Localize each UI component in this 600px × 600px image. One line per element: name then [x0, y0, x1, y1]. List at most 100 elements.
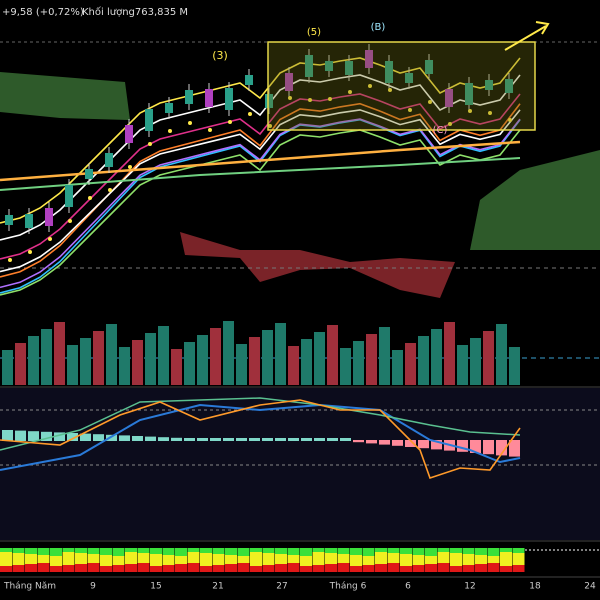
- heat-green: [75, 548, 87, 553]
- sar-dot: [48, 237, 52, 241]
- heat-yellow: [287, 555, 300, 563]
- sar-dot: [188, 121, 192, 125]
- sar-dot: [508, 118, 512, 122]
- volume-bar: [236, 344, 247, 385]
- wave-label: (3): [212, 49, 228, 62]
- sar-dot: [28, 250, 32, 254]
- heat-green: [312, 548, 325, 552]
- heat-green: [487, 548, 500, 556]
- x-label: 18: [529, 582, 541, 592]
- volume-bar: [301, 339, 312, 385]
- volume-bar: [457, 345, 468, 385]
- indicator-line: [0, 93, 521, 260]
- volume-bar: [275, 323, 286, 385]
- candle: [45, 208, 53, 226]
- candle: [25, 214, 33, 228]
- candle: [205, 89, 213, 107]
- trend-arrow: [504, 21, 550, 51]
- heat-green: [400, 548, 412, 554]
- sar-dot: [168, 129, 172, 133]
- heat-red: [400, 566, 412, 572]
- heat-green: [275, 548, 287, 554]
- heat-yellow: [325, 553, 337, 564]
- macd-bar: [366, 440, 377, 444]
- wave-label: (5): [307, 27, 321, 38]
- heat-red: [150, 566, 162, 572]
- heat-green: [12, 548, 25, 553]
- volume-bar: [327, 325, 338, 385]
- heat-yellow: [37, 555, 50, 563]
- sar-dot: [128, 165, 132, 169]
- heat-red: [512, 565, 525, 572]
- heat-red: [187, 563, 200, 572]
- heat-green: [187, 548, 200, 552]
- macd-bar: [288, 438, 299, 441]
- heat-yellow: [500, 552, 512, 566]
- heat-red: [37, 563, 50, 572]
- sar-dot: [468, 109, 472, 113]
- sar-dot: [328, 97, 332, 101]
- rsi-line: [0, 399, 521, 480]
- volume-bar: [353, 341, 364, 385]
- macd-bar: [145, 436, 156, 441]
- heat-red: [262, 565, 275, 572]
- heat-yellow: [137, 553, 150, 563]
- heat-green: [287, 548, 300, 555]
- heat-green: [450, 548, 462, 553]
- macd-bar: [158, 437, 169, 441]
- macd-bar: [392, 440, 403, 446]
- volume-bar: [145, 333, 156, 385]
- volume-bar: [158, 326, 169, 385]
- heat-green: [500, 548, 512, 552]
- heat-yellow: [362, 556, 375, 565]
- heat-green: [212, 548, 225, 554]
- x-label: Tháng Năm: [3, 582, 56, 592]
- heat-yellow: [425, 556, 437, 564]
- x-label: 27: [276, 582, 287, 592]
- heat-yellow: [0, 552, 12, 566]
- sar-dot: [108, 188, 112, 192]
- macd-bar: [327, 438, 338, 441]
- heat-green: [112, 548, 125, 556]
- heat-red: [100, 566, 112, 572]
- heat-red: [475, 564, 487, 572]
- macd-bar: [93, 434, 104, 441]
- heat-yellow: [25, 554, 37, 564]
- sar-dot: [8, 258, 12, 262]
- x-label: 24: [584, 582, 596, 592]
- heat-green: [412, 548, 425, 555]
- candle: [105, 153, 113, 167]
- volume-bar: [418, 336, 429, 385]
- macd-bar: [236, 438, 247, 441]
- heat-red: [375, 564, 387, 572]
- heat-green: [475, 548, 487, 555]
- macd-bar: [340, 438, 351, 441]
- heat-yellow: [12, 553, 25, 565]
- candle: [285, 73, 293, 91]
- heat-yellow: [475, 555, 487, 564]
- macd-bar: [470, 440, 481, 453]
- heat-yellow: [187, 552, 200, 563]
- macd-bar: [379, 440, 390, 445]
- heat-yellow: [275, 554, 287, 564]
- volume-bar: [80, 338, 91, 385]
- macd-bar: [67, 433, 78, 441]
- volume-bar: [132, 340, 143, 385]
- candle: [505, 79, 513, 93]
- heat-green: [200, 548, 212, 553]
- macd-bar: [132, 436, 143, 441]
- macd-bar: [210, 438, 221, 441]
- heat-yellow: [462, 554, 475, 565]
- macd-bar: [54, 432, 65, 441]
- heat-green: [462, 548, 475, 554]
- candle: [145, 109, 153, 131]
- cloud-red: [180, 232, 455, 298]
- candle: [425, 60, 433, 74]
- candle: [165, 103, 173, 113]
- x-label: 15: [150, 582, 161, 592]
- heat-yellow: [375, 552, 387, 564]
- heat-red: [412, 565, 425, 572]
- candle: [325, 61, 333, 71]
- heat-green: [125, 548, 137, 552]
- wave-label: (C): [433, 125, 448, 136]
